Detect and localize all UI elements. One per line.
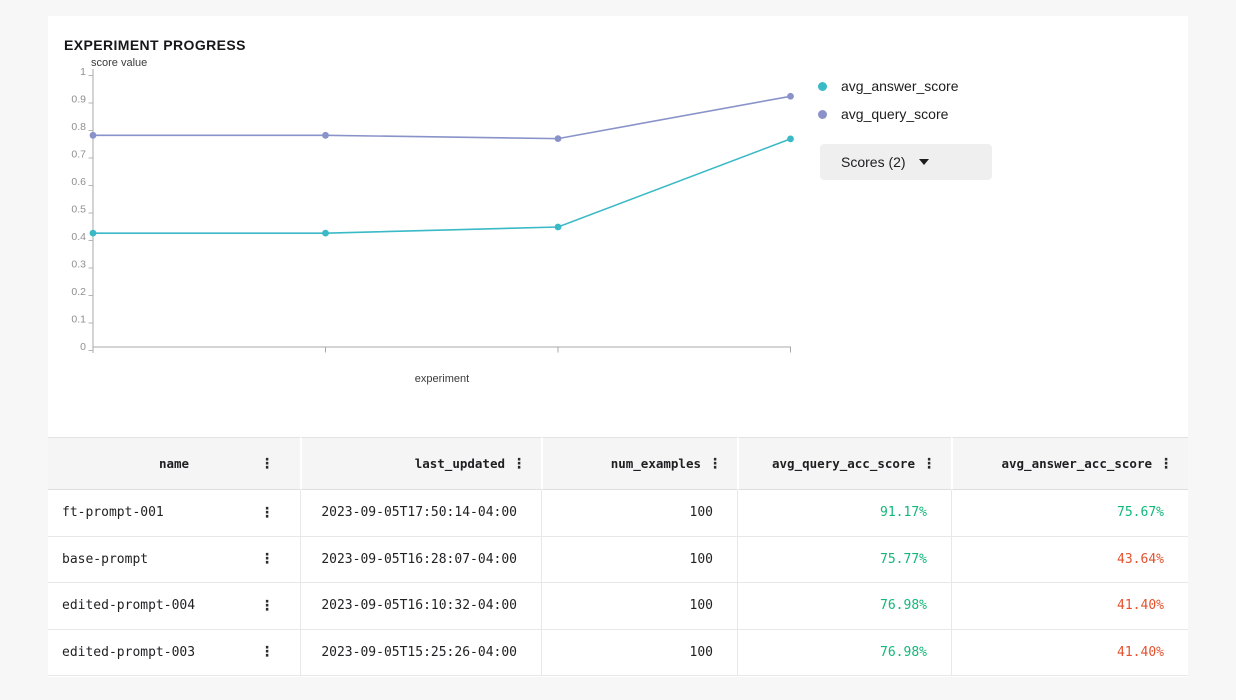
y-tick-label: 0.6 (71, 176, 86, 188)
x-axis-title: experiment (415, 373, 469, 385)
experiment-name: edited-prompt-003 (62, 644, 196, 660)
cell-name: base-prompt ⋮ (48, 536, 300, 583)
score-line-chart: 1 0.9 0.8 0.7 0.6 0.5 0.4 0.3 0.2 0.1 0 score value… (71, 57, 794, 385)
legend-label: avg_answer_score (841, 78, 959, 94)
cell-num_examples: 100 (541, 629, 737, 676)
cell-last_updated: 2023-09-05T16:10:32-04:00 (300, 583, 541, 630)
experiment-name: ft-prompt-001 (62, 505, 164, 521)
y-tick-label: 0.9 (71, 94, 86, 106)
cell-avg_query_acc_score: 76.98% (737, 583, 951, 630)
legend-item-avg_query_score[interactable]: avg_query_score (818, 106, 959, 122)
y-tick-label: 0.4 (71, 231, 86, 243)
series-line-avg_query_score (93, 95, 791, 140)
cell-avg_answer_acc_score: 41.40% (951, 583, 1188, 630)
table-row: base-prompt ⋮ 2023-09-05T16:28:07-04:00 100… (48, 536, 1188, 583)
legend-dot-icon (818, 109, 827, 119)
y-tick-label: 0.5 (71, 204, 86, 216)
column-menu-kebab-icon[interactable]: ⋮ (922, 455, 936, 472)
table-header: name ⋮ last_updated ⋮ num_examples ⋮ avg_query… (48, 437, 1188, 490)
legend-label: avg_query_score (841, 106, 949, 122)
cell-avg_query_acc_score: 76.98% (737, 629, 951, 676)
row-menu-kebab-icon[interactable]: ⋮ (260, 504, 274, 521)
y-axis-title: score value (91, 57, 147, 69)
cell-last_updated: 2023-09-05T16:28:07-04:00 (300, 536, 541, 583)
column-menu-kebab-icon[interactable]: ⋮ (260, 455, 274, 472)
cell-name: ft-prompt-001 ⋮ (48, 490, 300, 537)
scores-dropdown-label: Scores (2) (841, 154, 906, 170)
data-point-avg_query_score[interactable] (89, 131, 97, 139)
data-point-avg_answer_score[interactable] (554, 223, 562, 231)
column-header-avg_query_acc_score[interactable]: avg_query_acc_score ⋮ (737, 437, 951, 490)
column-header-label: last_updated (414, 456, 505, 471)
column-menu-kebab-icon[interactable]: ⋮ (512, 455, 526, 472)
cell-avg_answer_acc_score: 43.64% (951, 536, 1188, 583)
cell-name: edited-prompt-003 ⋮ (48, 629, 300, 676)
data-point-avg_answer_score[interactable] (322, 229, 329, 237)
cell-last_updated: 2023-09-05T17:50:14-04:00 (300, 490, 541, 537)
y-tick-label: 0.8 (71, 121, 86, 133)
column-header-label: avg_answer_acc_score (1001, 456, 1152, 471)
data-point-avg_query_score[interactable] (554, 135, 562, 143)
y-tick-label: 0 (80, 341, 86, 353)
page-title: EXPERIMENT PROGRESS (64, 37, 246, 53)
cell-last_updated: 2023-09-05T15:25:26-04:00 (300, 629, 541, 676)
data-point-avg_answer_score[interactable] (787, 135, 794, 143)
table-row: edited-prompt-003 ⋮ 2023-09-05T15:25:26-04… (48, 629, 1188, 676)
column-menu-kebab-icon[interactable]: ⋮ (1159, 455, 1173, 472)
y-tick-label: 0.3 (71, 259, 86, 271)
column-menu-kebab-icon[interactable]: ⋮ (708, 455, 722, 472)
data-point-avg_query_score[interactable] (787, 92, 794, 100)
data-point-avg_answer_score[interactable] (89, 229, 97, 237)
column-header-label: avg_query_acc_score (772, 456, 915, 471)
experiments-table-container: name ⋮ last_updated ⋮ num_examples ⋮ avg_query… (48, 437, 1188, 676)
column-header-label: name (158, 456, 190, 471)
table-row: ft-prompt-001 ⋮ 2023-09-05T17:50:14-04:00 1… (48, 490, 1188, 537)
table-row: edited-prompt-004 ⋮ 2023-09-05T16:10:32-04… (48, 583, 1188, 630)
cell-avg_query_acc_score: 75.77% (737, 536, 951, 583)
experiment-name: edited-prompt-004 (62, 598, 196, 614)
row-menu-kebab-icon[interactable]: ⋮ (260, 644, 274, 661)
column-header-label: num_examples (610, 456, 701, 471)
cell-num_examples: 100 (541, 583, 737, 630)
cell-avg_answer_acc_score: 75.67% (951, 490, 1188, 537)
chart-legend: avg_answer_score avg_query_score (818, 78, 959, 122)
experiments-table: name ⋮ last_updated ⋮ num_examples ⋮ avg_query… (48, 437, 1188, 676)
experiment-name: base-prompt (62, 551, 149, 567)
cell-num_examples: 100 (541, 490, 737, 537)
cell-num_examples: 100 (541, 536, 737, 583)
y-tick-label: 0.7 (71, 149, 86, 161)
row-menu-kebab-icon[interactable]: ⋮ (260, 597, 274, 614)
cell-name: edited-prompt-004 ⋮ (48, 583, 300, 630)
y-tick-label: 0.1 (71, 314, 86, 326)
column-header-num_examples[interactable]: num_examples ⋮ (541, 437, 737, 490)
data-point-avg_query_score[interactable] (322, 131, 329, 139)
legend-dot-icon (818, 81, 827, 91)
legend-item-avg_answer_score[interactable]: avg_answer_score (818, 78, 959, 94)
scores-dropdown-button[interactable]: Scores (2) (820, 144, 992, 180)
column-header-name[interactable]: name ⋮ (48, 437, 300, 490)
chevron-down-icon (918, 159, 929, 165)
series-line-avg_answer_score (93, 138, 791, 234)
y-tick-label: 1 (80, 66, 86, 78)
cell-avg_query_acc_score: 91.17% (737, 490, 951, 537)
experiment-progress-card: EXPERIMENT PROGRESS 1 0.9 0.8 0.7 0.6 0.5 0.4 0… (48, 16, 1188, 677)
row-menu-kebab-icon[interactable]: ⋮ (260, 551, 274, 568)
column-header-avg_answer_acc_score[interactable]: avg_answer_acc_score ⋮ (951, 437, 1188, 490)
y-tick-label: 0.2 (71, 286, 86, 298)
cell-avg_answer_acc_score: 41.40% (951, 629, 1188, 676)
column-header-last_updated[interactable]: last_updated ⋮ (300, 437, 541, 490)
